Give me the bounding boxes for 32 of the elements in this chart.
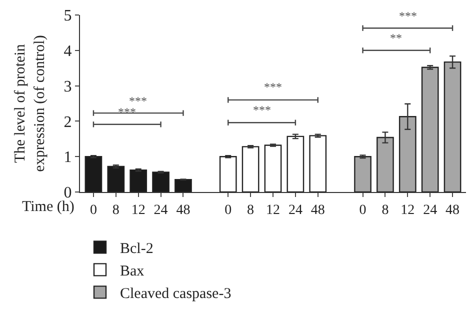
y-tick-label: 2 bbox=[64, 114, 72, 131]
x-tick-label: 24 bbox=[154, 202, 168, 218]
y-tick-label: 0 bbox=[64, 184, 72, 202]
legend-label: Cleaved caspase-3 bbox=[120, 286, 232, 302]
annotation: *** bbox=[399, 9, 417, 23]
x-tick-label: 12 bbox=[266, 202, 280, 218]
annotation: *** bbox=[118, 105, 136, 119]
legend-label: Bcl-2 bbox=[120, 241, 154, 258]
x-tick-label: 12 bbox=[131, 202, 146, 218]
x-tick-label: 8 bbox=[247, 202, 254, 218]
x-tick-label: 0 bbox=[224, 202, 232, 218]
x-tick-label: 24 bbox=[288, 202, 302, 218]
legend-label: Bax bbox=[120, 264, 145, 280]
y-tick-label: 5 bbox=[64, 8, 72, 25]
annotation: *** bbox=[264, 80, 282, 94]
x-tick-label: 8 bbox=[382, 202, 389, 218]
x-tick-label: 0 bbox=[90, 202, 97, 218]
x-tick-label: 0 bbox=[359, 202, 366, 218]
y-axis-title: The level of protein expression (of control) bbox=[12, 35, 48, 172]
y-tick-label: 1 bbox=[64, 149, 72, 166]
x-tick-label: 48 bbox=[310, 202, 325, 218]
x-tick-label: 8 bbox=[112, 202, 120, 218]
x-tick-label: 48 bbox=[176, 202, 190, 218]
annotation: ** bbox=[390, 31, 402, 45]
x-tick-label: 48 bbox=[446, 202, 460, 218]
annotation: *** bbox=[129, 94, 147, 108]
x-axis-title: Time (h) bbox=[22, 199, 74, 215]
annotation: *** bbox=[253, 103, 271, 117]
x-tick-label: 12 bbox=[400, 202, 415, 218]
y-tick-label: 3 bbox=[64, 78, 72, 96]
y-tick-label: 4 bbox=[64, 43, 72, 60]
x-tick-label: 24 bbox=[423, 202, 438, 218]
